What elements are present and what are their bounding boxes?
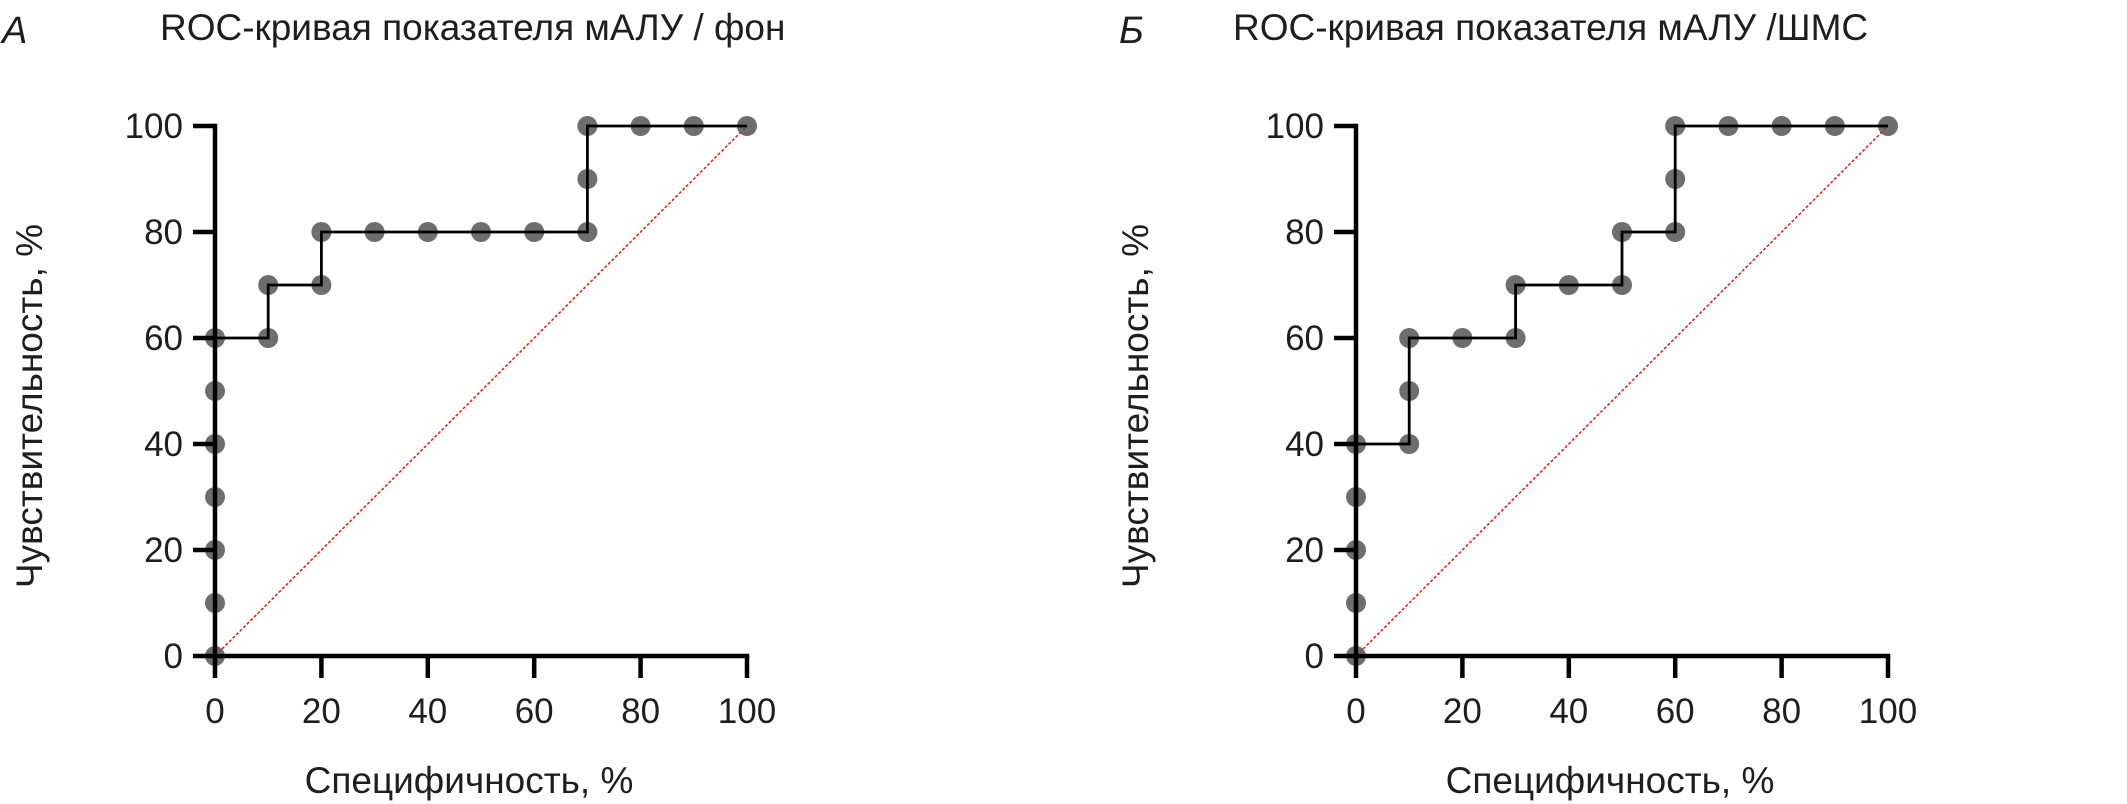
panel-b-x-tick-label-0: 0 bbox=[1346, 692, 1365, 731]
panel-a-x-tick-label-0: 0 bbox=[205, 692, 224, 731]
panel-b-x-axis-title: Специфичность, % bbox=[1446, 760, 1775, 801]
panel-b-y-tick-label-0: 0 bbox=[1305, 637, 1324, 676]
panel-a-y-tick-label-40: 40 bbox=[144, 425, 183, 464]
panel-a-y-tick-label-80: 80 bbox=[144, 213, 183, 252]
panel-a-reference-line bbox=[214, 125, 748, 657]
panel-a-y-tick-label-60: 60 bbox=[144, 319, 183, 358]
panel-a-x-tick-label-20: 20 bbox=[302, 692, 341, 731]
panel-b-y-tick-label-80: 80 bbox=[1285, 213, 1324, 252]
panel-b-reference-line bbox=[1355, 125, 1889, 657]
panel-b-title: ROC-кривая показателя мАЛУ /ШМС bbox=[1233, 7, 1868, 48]
panel-a-x-tick-label-60: 60 bbox=[515, 692, 554, 731]
panel-b-y-tick-label-100: 100 bbox=[1266, 107, 1324, 146]
panel-b: Б ROC-кривая показателя мАЛУ /ШМС Специф… bbox=[1115, 7, 1917, 801]
panel-a-x-axis-title: Специфичность, % bbox=[305, 760, 634, 801]
panel-b-plot-area: 0 20 40 60 80 100 0 20 40 60 80 100 bbox=[1266, 107, 1918, 731]
panel-b-y-tick-label-40: 40 bbox=[1285, 425, 1324, 464]
panel-a-x-tick-label-80: 80 bbox=[621, 692, 660, 731]
panel-a-y-tick-label-0: 0 bbox=[164, 637, 183, 676]
panel-a-x-tick-label-100: 100 bbox=[718, 692, 776, 731]
panel-a-plot-area: 0 20 40 60 80 100 0 20 40 60 80 100 bbox=[125, 107, 777, 731]
panel-b-x-tick-label-20: 20 bbox=[1443, 692, 1482, 731]
panel-b-x-tick-label-60: 60 bbox=[1656, 692, 1695, 731]
panel-b-y-tick-label-60: 60 bbox=[1285, 319, 1324, 358]
panel-a: А ROC-кривая показателя мАЛУ / фон Специ… bbox=[0, 7, 785, 801]
panel-b-y-axis-title: Чувствительность, % bbox=[1115, 224, 1156, 588]
panel-b-y-tick-label-20: 20 bbox=[1285, 531, 1324, 570]
panel-a-y-axis-title: Чувствительность, % bbox=[9, 224, 50, 588]
panel-b-x-tick-label-40: 40 bbox=[1549, 692, 1588, 731]
panel-a-x-tick-label-40: 40 bbox=[408, 692, 447, 731]
panel-b-x-tick-label-80: 80 bbox=[1762, 692, 1801, 731]
panel-b-x-tick-label-100: 100 bbox=[1859, 692, 1917, 731]
panel-a-letter: А bbox=[0, 10, 27, 52]
panel-a-title: ROC-кривая показателя мАЛУ / фон bbox=[160, 7, 785, 48]
panel-a-y-tick-label-100: 100 bbox=[125, 107, 183, 146]
panel-a-y-tick-label-20: 20 bbox=[144, 531, 183, 570]
panel-b-letter: Б bbox=[1119, 10, 1144, 52]
